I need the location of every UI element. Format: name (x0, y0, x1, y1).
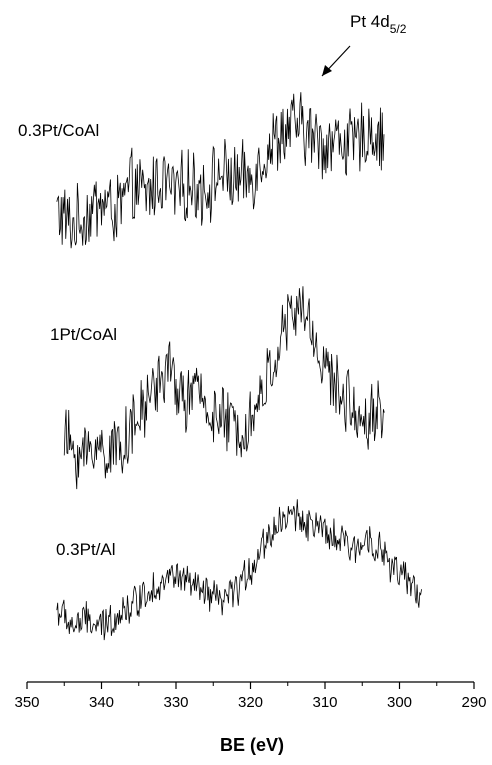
series-line-0 (56, 92, 385, 249)
annotation-arrowhead (322, 65, 332, 76)
series-label-0: 0.3Pt/CoAl (18, 121, 99, 140)
x-axis-title: BE (eV) (220, 735, 284, 755)
x-tick-label-330: 330 (163, 694, 188, 711)
x-tick-label-300: 300 (387, 694, 412, 711)
x-tick-label-290: 290 (461, 694, 486, 711)
peak-annotation: Pt 4d5/2 (321, 12, 407, 77)
series-line-2 (56, 499, 422, 641)
x-tick-label-310: 310 (312, 694, 337, 711)
annotation-subscript: 5/2 (390, 22, 407, 36)
series-layer (56, 92, 422, 641)
x-tick-label-320: 320 (238, 694, 263, 711)
series-line-1 (63, 286, 385, 490)
annotation-main: Pt 4d (350, 12, 390, 31)
x-tick-label-340: 340 (89, 694, 114, 711)
series-label-1: 1Pt/CoAl (50, 325, 117, 344)
series-label-2: 0.3Pt/Al (56, 540, 116, 559)
annotation-label: Pt 4d5/2 (350, 12, 407, 36)
x-tick-label-350: 350 (14, 694, 39, 711)
x-axis: 350 340 330 320 310 300 290 (14, 681, 487, 711)
series-labels: 0.3Pt/CoAl 1Pt/CoAl 0.3Pt/Al (18, 121, 117, 559)
